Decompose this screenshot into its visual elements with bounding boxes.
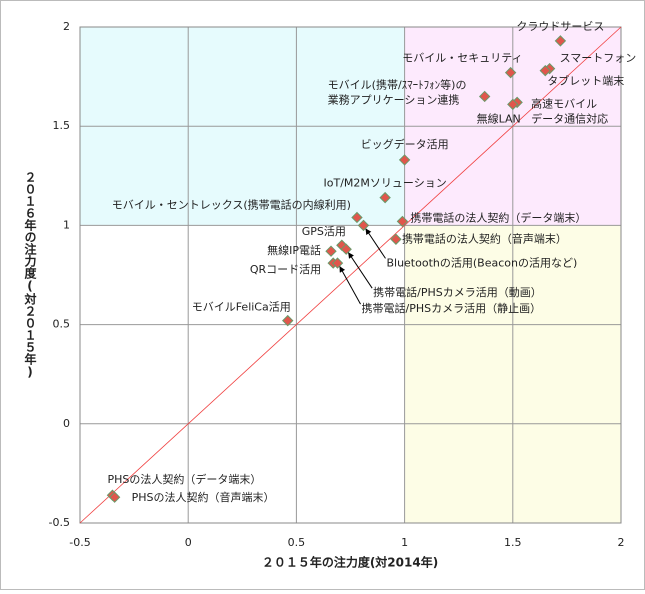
- point-label-line: モバイルFeliCa活用: [192, 301, 291, 314]
- point: [325, 245, 337, 257]
- point-label: スマートフォン: [560, 52, 637, 65]
- y-tick-label: 0: [63, 417, 70, 430]
- point-label: 無線LAN: [477, 111, 521, 125]
- point-label-line: 携帯電話の法人契約（データ端末）: [410, 210, 586, 224]
- point-label-line: 業務アプリケーション連携: [328, 92, 460, 106]
- point: [331, 257, 344, 269]
- point: [390, 233, 402, 245]
- x-tick-label: 0: [185, 536, 192, 549]
- x-tick-label: -0.5: [69, 536, 90, 549]
- point: [507, 98, 519, 111]
- point-label-line: モバイル(携帯/ｽﾏｰﾄﾌｫﾝ等)の: [328, 77, 467, 91]
- point-label: Bluetoothの活用(Beaconの活用など): [386, 256, 577, 269]
- point-label: モバイルFeliCa活用: [192, 301, 291, 314]
- x-tick-label: 2: [618, 536, 625, 549]
- point: [478, 90, 491, 103]
- point: [554, 35, 567, 47]
- point: [539, 64, 551, 77]
- point-label-line: クラウドサービス: [516, 20, 604, 33]
- leader-arrow: [347, 251, 373, 289]
- point: [282, 314, 294, 327]
- point-label-line: 無線IP電話: [267, 243, 321, 257]
- y-axis-title: ２０１６年の注力度(対２０１５年): [23, 171, 37, 379]
- point-label-line: GPS活用: [302, 225, 346, 238]
- y-tick-label: 1: [63, 218, 70, 231]
- point-label-line: ビッグデータ活用: [361, 137, 449, 151]
- point-label: タブレット端末: [547, 74, 624, 88]
- point-label: 高速モバイルデータ通信対応: [531, 96, 608, 125]
- x-tick-label: 0.5: [288, 536, 306, 549]
- reference-line: [79, 26, 622, 524]
- point-label: GPS活用: [302, 225, 346, 238]
- point: [357, 219, 370, 232]
- point-label-line: スマートフォン: [560, 52, 637, 65]
- point-label: 無線IP電話: [267, 243, 321, 257]
- point-label-line: 無線LAN: [477, 111, 521, 125]
- point-label-line: PHSの法人契約（音声端末）: [132, 490, 275, 504]
- x-tick-label: 1: [401, 536, 408, 549]
- point-label: 携帯電話の法人契約（音声端末）: [402, 231, 567, 245]
- point: [379, 191, 391, 204]
- point-label-line: 高速モバイル: [531, 96, 597, 110]
- point-label-line: 携帯電話/PHSカメラ活用（静止画）: [362, 301, 542, 315]
- y-tick-label: 0.5: [53, 318, 71, 331]
- point-label: IoT/M2Mソリューション: [324, 177, 447, 190]
- point: [351, 211, 363, 224]
- point: [340, 243, 352, 255]
- point-label: PHSの法人契約（音声端末）: [132, 490, 275, 504]
- y-tick-label: 1.5: [53, 119, 71, 132]
- leader-arrow: [365, 228, 386, 259]
- point-label-line: データ通信対応: [531, 111, 608, 125]
- point-label: モバイル・セントレックス(携帯電話の内線利用): [112, 197, 351, 211]
- point-label-line: PHSの法人契約（データ端末）: [107, 472, 261, 486]
- x-tick-label: 1.5: [504, 536, 522, 549]
- y-tick-label: 2: [63, 20, 70, 33]
- x-axis-title: ２０１５年の注力度(対2014年): [262, 555, 438, 570]
- leader-arrow: [339, 265, 361, 305]
- point: [108, 491, 121, 503]
- point-label-line: Bluetoothの活用(Beaconの活用など): [386, 256, 577, 269]
- point-label: PHSの法人契約（データ端末）: [107, 472, 261, 486]
- point: [398, 154, 411, 166]
- point-label: 携帯電話/PHSカメラ活用（動画）: [373, 285, 542, 299]
- point-label-line: IoT/M2Mソリューション: [324, 177, 447, 190]
- point-label: クラウドサービス: [516, 20, 604, 33]
- point-label: 携帯電話の法人契約（データ端末）: [410, 210, 586, 224]
- point-label: QRコード活用: [250, 263, 321, 276]
- point: [396, 215, 409, 228]
- point-label: ビッグデータ活用: [361, 137, 449, 151]
- point-label-line: タブレット端末: [547, 74, 624, 88]
- point-label-line: QRコード活用: [250, 263, 321, 276]
- plot-border: [79, 26, 622, 524]
- point-label-line: 携帯電話の法人契約（音声端末）: [402, 231, 567, 245]
- point-label-line: 携帯電話/PHSカメラ活用（動画）: [373, 285, 542, 299]
- y-tick-label: -0.5: [49, 516, 70, 529]
- point-label: 携帯電話/PHSカメラ活用（静止画）: [362, 301, 542, 315]
- point-label: モバイル(携帯/ｽﾏｰﾄﾌｫﾝ等)の業務アプリケーション連携: [328, 77, 467, 106]
- point-label-line: モバイル・セントレックス(携帯電話の内線利用): [112, 197, 351, 211]
- point-label-line: モバイル・セキュリティ: [402, 52, 522, 65]
- point: [504, 66, 517, 79]
- point-label: モバイル・セキュリティ: [402, 52, 522, 65]
